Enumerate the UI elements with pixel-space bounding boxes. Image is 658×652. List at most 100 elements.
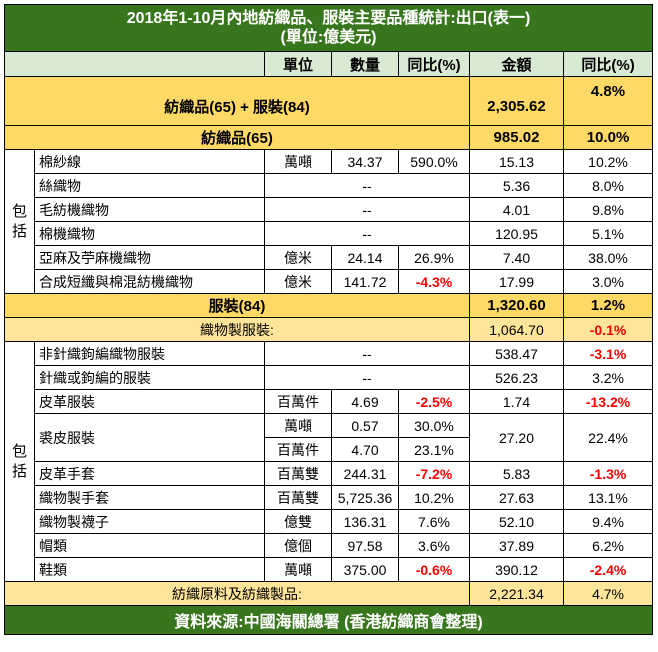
total-yoy: 4.8% [562, 76, 654, 126]
cell: 百萬件 [264, 437, 332, 462]
item-name: 針織或鉤編的服裝 [34, 365, 265, 390]
export-stats-table: 2018年1-10月內地紡織品、服裝主要品種統計:出口(表一) (單位:億美元) … [3, 4, 654, 635]
item-name: 織物製手套 [34, 485, 265, 510]
item-name: 棉機織物 [34, 221, 265, 246]
raw-row: 紡織原料及紡織製品: 2,221.34 4.7% [4, 581, 654, 606]
item-name: 裘皮服裝 [34, 413, 265, 462]
cell: 7.40 [469, 245, 564, 270]
item-name: 帽類 [34, 533, 265, 558]
table-row: 包括 非針織鉤編織物服裝 -- 538.47 -3.1% [4, 341, 654, 582]
header-blank [4, 51, 265, 77]
cell: 5,725.36 [331, 485, 399, 510]
apparel-label: 服裝(84) [4, 293, 470, 318]
table-row: 皮革服裝 百萬件 4.69 -2.5% 1.74 -13.2% [5, 389, 654, 414]
table-row: 合成短纖與棉混紡機織物 億米 141.72 -4.3% 17.99 3.0% [5, 269, 654, 294]
cell: 萬噸 [264, 149, 332, 174]
total-row: 紡織品(65) + 服裝(84) 2,305.62 4.8% [4, 76, 654, 126]
cell: 390.12 [469, 557, 564, 582]
cell: 27.20 [469, 413, 564, 462]
cell: 23.1% [398, 437, 470, 462]
apparel-row: 服裝(84) 1,320.60 1.2% [4, 293, 654, 318]
item-name: 非針織鉤編織物服裝 [34, 341, 265, 366]
cell: 億雙 [264, 509, 332, 534]
cell: -13.2% [562, 389, 654, 414]
cell: 3.2% [562, 365, 654, 390]
table-row: 織物製襪子 億雙 136.31 7.6% 52.10 9.4% [5, 509, 654, 534]
cell: -2.5% [398, 389, 470, 414]
table-row: 包括 棉紗線 萬噸 34.37 590.0% 15.13 10.2% [4, 149, 654, 294]
cell: 7.6% [398, 509, 470, 534]
cell: -0.6% [398, 557, 470, 582]
textiles-amount: 985.02 [469, 125, 564, 150]
table-row: 棉機織物 -- 120.95 5.1% [5, 221, 654, 246]
raw-amount: 2,221.34 [469, 581, 564, 606]
item-name: 亞麻及苧麻機織物 [34, 245, 265, 270]
cell: 億米 [264, 269, 332, 294]
woven-row: 織物製服裝: 1,064.70 -0.1% [4, 317, 654, 342]
total-label: 紡織品(65) + 服裝(84) [4, 76, 470, 126]
cell: 52.10 [469, 509, 564, 534]
item-name: 皮革手套 [34, 461, 265, 486]
cell: 10.2% [562, 149, 654, 174]
total-amount: 2,305.62 [469, 76, 564, 126]
table-row: 鞋類 萬噸 375.00 -0.6% 390.12 -2.4% [5, 557, 654, 582]
cell: 97.58 [331, 533, 399, 558]
cell: 136.31 [331, 509, 399, 534]
item-name: 鞋類 [34, 557, 265, 582]
subtitle-text: (單位:億美元) [280, 29, 377, 46]
side-label: 包括 [4, 149, 35, 294]
cell: 萬噸 [264, 413, 332, 438]
table-row: 帽類 億個 97.58 3.6% 37.89 6.2% [5, 533, 654, 558]
cell: 4.69 [331, 389, 399, 414]
table-row: 裘皮服裝 萬噸 0.57 30.0% 27.20 22.4% [5, 413, 654, 462]
cell: -- [264, 173, 470, 198]
woven-yoy: -0.1% [562, 317, 654, 342]
apparel-yoy: 1.2% [562, 293, 654, 318]
cell: -4.3% [398, 269, 470, 294]
item-name: 皮革服裝 [34, 389, 265, 414]
cell: -3.1% [562, 341, 654, 366]
cell: 1.74 [469, 389, 564, 414]
source-footer: 資料來源:中國海關總署 (香港紡織商會整理) [3, 605, 654, 635]
cell: 38.0% [562, 245, 654, 270]
cell: -- [264, 221, 470, 246]
cell: 526.23 [469, 365, 564, 390]
side-label: 包括 [4, 341, 35, 582]
raw-yoy: 4.7% [562, 581, 654, 606]
cell: 3.0% [562, 269, 654, 294]
cell: 8.0% [562, 173, 654, 198]
cell: 26.9% [398, 245, 470, 270]
cell: 27.63 [469, 485, 564, 510]
cell: 0.57 [331, 413, 399, 438]
item-name: 棉紗線 [34, 149, 265, 174]
table-row: 皮革手套 百萬雙 244.31 -7.2% 5.83 -1.3% [5, 461, 654, 486]
cell: 538.47 [469, 341, 564, 366]
cell: 5.1% [562, 221, 654, 246]
cell: 9.4% [562, 509, 654, 534]
header-amount-yoy: 同比(%) [562, 51, 654, 77]
cell: 13.1% [562, 485, 654, 510]
cell: -7.2% [398, 461, 470, 486]
cell: 萬噸 [264, 557, 332, 582]
textiles-row: 紡織品(65) 985.02 10.0% [4, 125, 654, 150]
raw-label: 紡織原料及紡織製品: [4, 581, 470, 606]
table-row: 百萬件 4.70 23.1% [5, 437, 653, 462]
cell: -- [264, 365, 470, 390]
cell: 141.72 [331, 269, 399, 294]
cell: 5.83 [469, 461, 564, 486]
woven-label: 織物製服裝: [4, 317, 470, 342]
cell: 120.95 [469, 221, 564, 246]
cell: -1.3% [562, 461, 654, 486]
cell: 百萬件 [264, 389, 332, 414]
header-qty-yoy: 同比(%) [398, 51, 470, 77]
item-name: 絲織物 [34, 173, 265, 198]
header-row: 單位 數量 同比(%) 金額 同比(%) [4, 51, 654, 77]
cell: 6.2% [562, 533, 654, 558]
item-name: 織物製襪子 [34, 509, 265, 534]
header-unit: 單位 [264, 51, 332, 77]
cell: 億米 [264, 245, 332, 270]
cell: 億個 [264, 533, 332, 558]
item-name: 毛紡機織物 [34, 197, 265, 222]
header-amount: 金額 [469, 51, 564, 77]
cell: 5.36 [469, 173, 564, 198]
